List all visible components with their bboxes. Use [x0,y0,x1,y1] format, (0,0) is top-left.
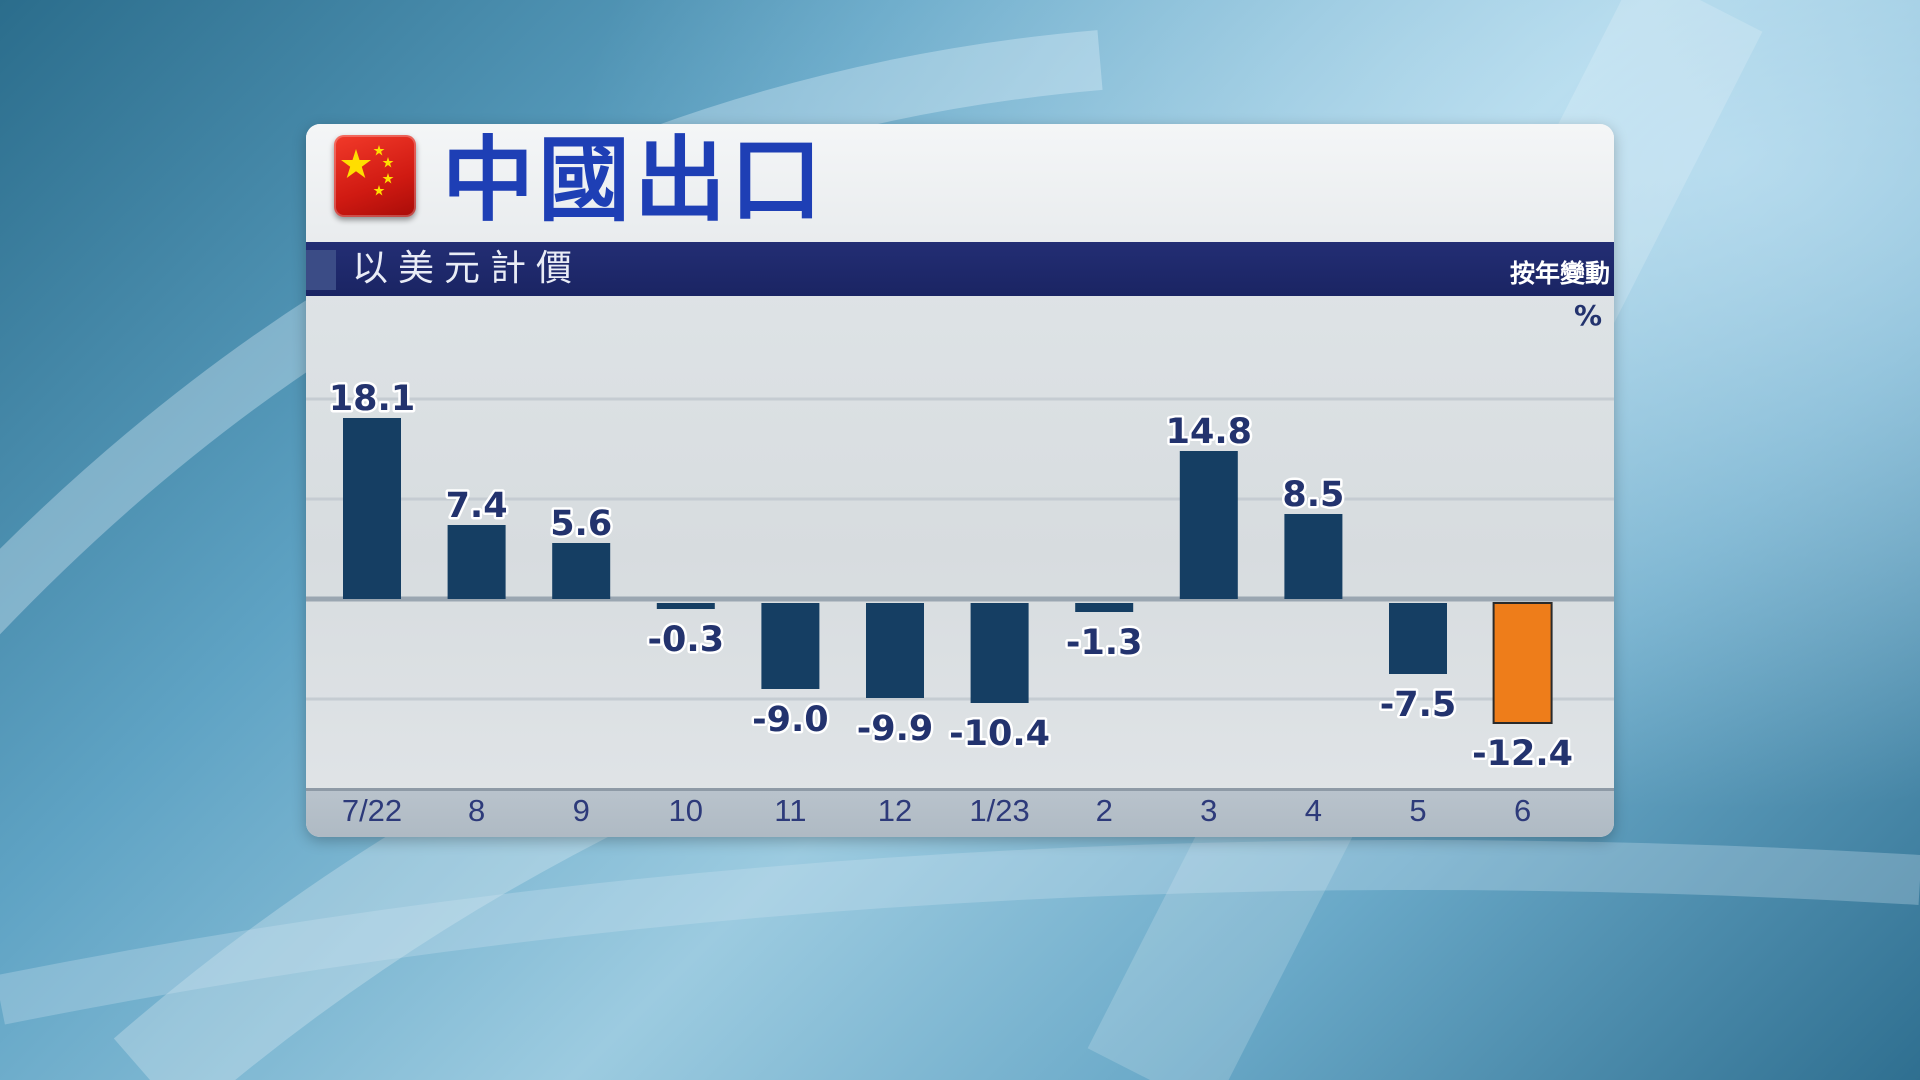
bar-chart: 18.1 7/22 7.4 8 5.6 9 -0.3 10 -9.0 11 -9.9 12 -10.4 1… [306,377,1614,828]
bar [343,418,401,599]
bar [447,525,506,599]
x-tick-label: 4 [1305,793,1322,828]
bar-value-label: -1.3 [1066,623,1143,663]
chart-subtitle: 以美元計價 [352,248,583,289]
bar-value-label: 8.5 [1282,475,1344,515]
bar [1179,451,1238,599]
x-tick-label: 12 [878,793,912,828]
bar-value-label: -0.3 [648,620,725,660]
bar [1075,603,1134,612]
x-tick-label: 2 [1096,793,1113,828]
x-tick-label: 10 [669,793,703,828]
bar [552,543,611,599]
bar-value-label: -10.4 [949,714,1050,754]
bar [761,603,820,689]
x-tick-label: 11 [774,793,806,828]
x-tick-label: 1/23 [969,793,1029,828]
bar-value-label: 7.4 [446,486,508,526]
china-flag-icon [334,135,416,217]
x-tick-label: 8 [468,793,485,828]
band-accent [306,250,336,290]
bar [1389,603,1447,674]
x-tick-label: 5 [1409,793,1426,828]
x-tick-label: 7/22 [342,793,402,828]
x-axis-band [306,788,1614,837]
bar-value-label: -12.4 [1472,734,1573,774]
bar [1284,514,1343,599]
bar [656,603,715,609]
bar-value-label: 18.1 [329,379,415,419]
bar-value-label: 14.8 [1166,412,1252,452]
bar [970,603,1029,703]
chart-panel: 中國出口 以美元計價 按年變動 % 18.1 7/22 7.4 8 5.6 9 -0.3 10… [306,124,1614,837]
bar-value-label: -7.5 [1380,685,1457,725]
bar-highlight [1492,602,1553,724]
subtitle-band: 以美元計價 按年變動 [306,242,1614,296]
bar-value-label: -9.9 [857,709,934,749]
title-band: 中國出口 [306,124,1614,242]
unit-label: % [1573,299,1602,332]
bar-value-label: -9.0 [752,700,829,740]
bar-value-label: 5.6 [550,504,612,544]
bar [866,603,924,698]
chart-title: 中國出口 [442,127,827,234]
measure-label: 按年變動 [1509,259,1610,288]
x-tick-label: 3 [1200,793,1217,828]
x-tick-label: 6 [1514,793,1531,828]
x-tick-label: 9 [573,793,590,828]
